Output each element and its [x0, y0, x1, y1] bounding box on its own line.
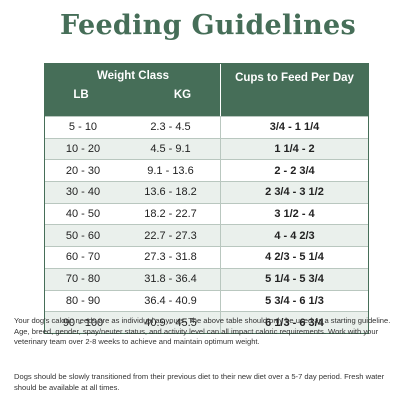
cups-cell: 3 1/2 - 4 [274, 208, 315, 221]
table-row: 50 - 60 22.7 - 27.3 4 - 4 2/3 [45, 224, 368, 247]
table-row: 30 - 40 13.6 - 18.2 2 3/4 - 3 1/2 [45, 181, 368, 203]
cups-cell: 6 1/3 - 6 3/4 [265, 316, 324, 329]
cups-cell: 1 1/4 - 2 [274, 143, 315, 156]
lb-cell: 10 - 20 [65, 143, 101, 156]
kg-cell: 4.5 - 9.1 [121, 138, 221, 160]
kg-cell: 9.1 - 13.6 [121, 160, 221, 182]
kg-cell: 2.3 - 4.5 [121, 117, 221, 138]
table-row: 10 - 20 4.5 - 9.1 1 1/4 - 2 [45, 137, 368, 160]
caloric-note: Your dog's caloric needs are as individu… [14, 316, 391, 346]
kg-cell: 40.9 - 45.5 [121, 312, 221, 333]
lb-cell: 50 - 60 [65, 229, 101, 242]
table-header: Weight Class LB KG Cups to Feed Per Day [45, 64, 368, 116]
page-title: Feeding Guidelines [59, 10, 357, 41]
kg-cell: 22.7 - 27.3 [121, 225, 221, 247]
lb-cell: 90 - 100 [62, 316, 104, 329]
cups-cell: 4 - 4 2/3 [274, 229, 315, 242]
lb-cell: 70 - 80 [65, 273, 101, 286]
lb-cell: 20 - 30 [65, 164, 101, 177]
kg-column-header: KG [173, 89, 192, 101]
cups-column-header: Cups to Feed Per Day [235, 72, 354, 84]
lb-cell: 5 - 10 [68, 121, 98, 134]
lb-cell: 40 - 50 [65, 208, 101, 221]
lb-column-header: LB [73, 89, 89, 101]
cups-cell: 4 2/3 - 5 1/4 [265, 251, 324, 264]
kg-cell: 27.3 - 31.8 [121, 247, 221, 268]
kg-cell: 13.6 - 18.2 [121, 182, 221, 203]
lb-cell: 30 - 40 [65, 186, 101, 199]
cups-cell: 2 - 2 3/4 [274, 164, 315, 177]
cups-cell: 5 1/4 - 5 3/4 [265, 273, 324, 286]
kg-cell: 36.4 - 40.9 [121, 290, 221, 312]
weight-class-header: Weight Class LB KG [45, 64, 221, 116]
feeding-table: Weight Class LB KG Cups to Feed Per Day … [44, 63, 369, 334]
table-row: 5 - 10 2.3 - 4.5 3/4 - 1 1/4 [45, 116, 368, 138]
lb-cell: 60 - 70 [65, 251, 101, 264]
table-row: 60 - 70 27.3 - 31.8 4 2/3 - 5 1/4 [45, 246, 368, 268]
cups-cell: 3/4 - 1 1/4 [269, 121, 320, 134]
table-row: 20 - 30 9.1 - 13.6 2 - 2 3/4 [45, 159, 368, 182]
kg-cell: 31.8 - 36.4 [121, 268, 221, 290]
lb-cell: 80 - 90 [65, 294, 101, 307]
table-row: 90 - 100 40.9 - 45.5 6 1/3 - 6 3/4 [45, 311, 368, 333]
table-row: 40 - 50 18.2 - 22.7 3 1/2 - 4 [45, 202, 368, 225]
table-row: 80 - 90 36.4 - 40.9 5 3/4 - 6 1/3 [45, 289, 368, 312]
kg-cell: 18.2 - 22.7 [121, 203, 221, 225]
table-row: 70 - 80 31.8 - 36.4 5 1/4 - 5 3/4 [45, 267, 368, 290]
weight-class-label: Weight Class [97, 70, 169, 82]
cups-cell: 2 3/4 - 3 1/2 [265, 186, 324, 199]
cups-cell: 5 3/4 - 6 1/3 [265, 294, 324, 307]
transition-note: Dogs should be slowly transitioned from … [14, 372, 385, 392]
